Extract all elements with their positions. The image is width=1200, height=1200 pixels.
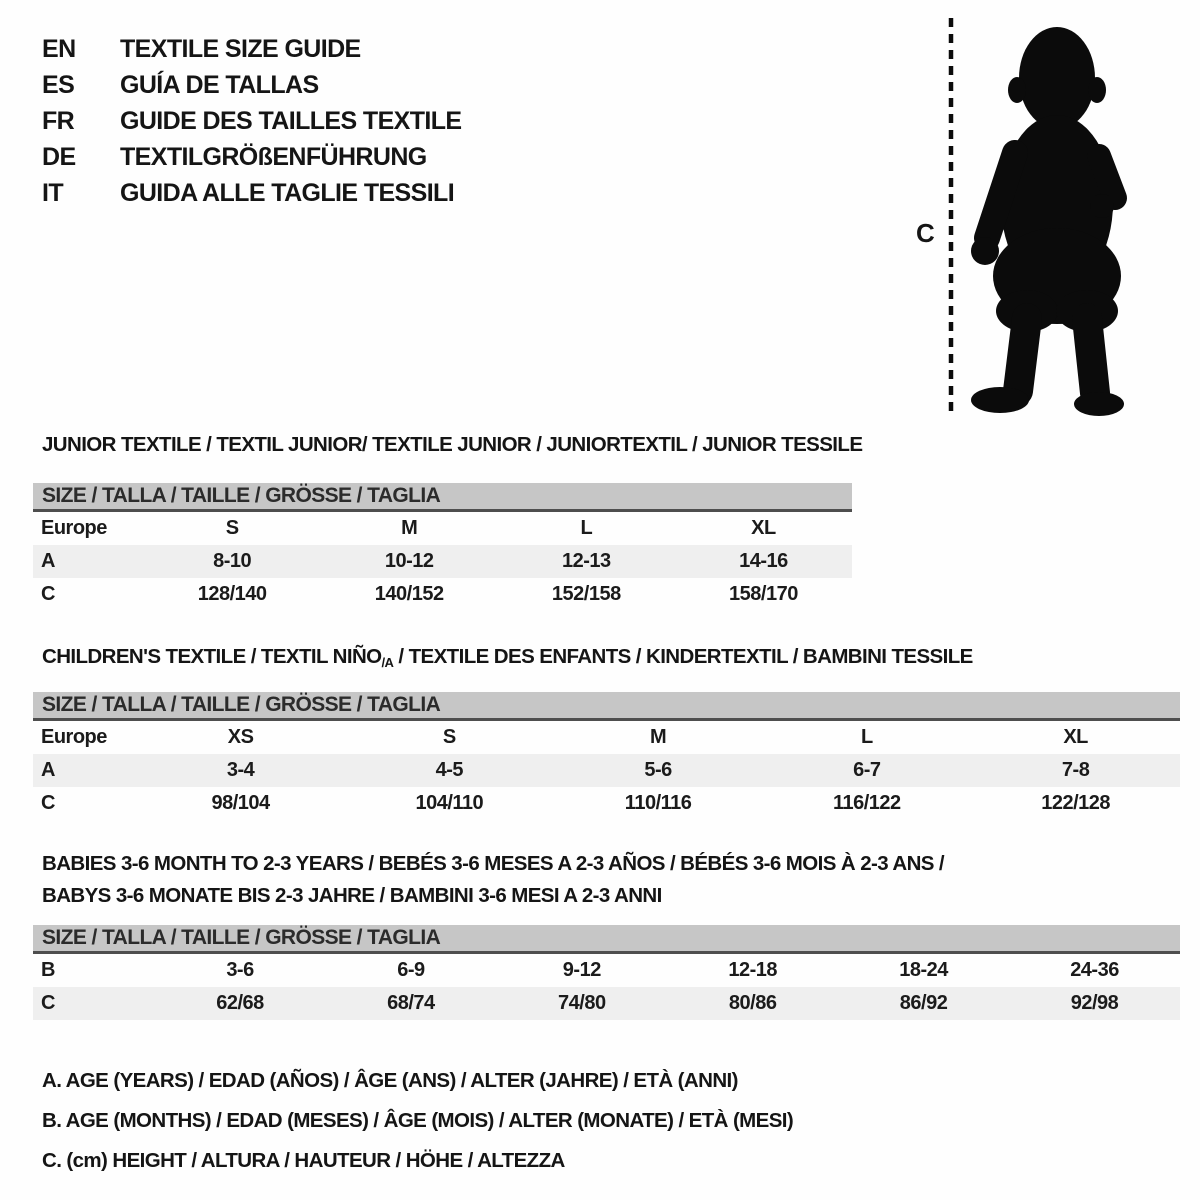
- value-cell: 80/86: [667, 987, 839, 1020]
- children-title-sub: /A: [381, 655, 394, 670]
- children-section-title: CHILDREN'S TEXTILE / TEXTIL NIÑO/A / TEX…: [42, 645, 973, 670]
- value-cell: 14-16: [674, 545, 852, 578]
- lang-title: TEXTILE SIZE GUIDE: [120, 34, 361, 63]
- lang-code: EN: [42, 34, 76, 63]
- lang-row-fr: FR GUIDE DES TAILLES TEXTILE: [42, 103, 462, 139]
- value-cell: 116/122: [832, 792, 901, 814]
- table-row-height: C 128/140 140/152 152/158 158/170: [33, 578, 852, 611]
- value-cell: 9-12: [562, 959, 602, 981]
- lang-title: GUIDA ALLE TAGLIE TESSILI: [120, 178, 455, 207]
- children-title-pre: CHILDREN'S TEXTILE / TEXTIL NIÑO: [42, 645, 382, 668]
- size-banner: SIZE / TALLA / TAILLE / GRÖSSE / TAGLIA: [33, 925, 1180, 954]
- table-row-age: A 3-4 4-5 5-6 6-7 7-8: [33, 754, 1180, 787]
- row-label: A: [33, 754, 137, 787]
- size-banner: SIZE / TALLA / TAILLE / GRÖSSE / TAGLIA: [33, 483, 852, 512]
- value-cell: 5-6: [553, 754, 763, 787]
- row-label: C: [41, 792, 55, 814]
- value-cell: 152/158: [551, 583, 621, 605]
- lang-code: IT: [42, 178, 64, 207]
- value-cell: 128/140: [197, 583, 267, 605]
- row-label: C: [33, 987, 155, 1020]
- junior-size-table: SIZE / TALLA / TAILLE / GRÖSSE / TAGLIA …: [33, 483, 852, 611]
- value-cell: 18-24: [899, 959, 948, 981]
- lang-code: DE: [42, 142, 76, 171]
- size-cell: L: [580, 517, 593, 539]
- value-cell: 74/80: [496, 987, 668, 1020]
- table-row-height: C 62/68 68/74 74/80 80/86 86/92 92/98: [33, 987, 1180, 1020]
- value-cell: 62/68: [154, 987, 326, 1020]
- table-row-age: A 8-10 10-12 12-13 14-16: [33, 545, 852, 578]
- height-measure-label: C: [916, 218, 935, 248]
- value-cell: 104/110: [415, 792, 484, 814]
- value-cell: 122/128: [1041, 792, 1110, 814]
- size-cell: XL: [1063, 726, 1088, 748]
- legend-line-c: C. (cm) HEIGHT / ALTURA / HAUTEUR / HÖHE…: [42, 1149, 565, 1172]
- value-cell: 3-4: [136, 754, 345, 787]
- size-cell: XS: [227, 726, 254, 748]
- row-label: C: [41, 583, 55, 605]
- language-title-block: EN TEXTILE SIZE GUIDE ES GUÍA DE TALLAS …: [42, 31, 462, 211]
- value-cell: 12-13: [497, 545, 675, 578]
- toddler-silhouette-icon: [948, 18, 1127, 416]
- babies-size-table: SIZE / TALLA / TAILLE / GRÖSSE / TAGLIA …: [33, 925, 1180, 1020]
- legend-line-b: B. AGE (MONTHS) / EDAD (MESES) / ÂGE (MO…: [42, 1109, 794, 1132]
- table-row-months: B 3-6 6-9 9-12 12-18 18-24 24-36: [33, 954, 1180, 987]
- value-cell: 7-8: [971, 754, 1180, 787]
- toddler-body: [971, 27, 1127, 416]
- lang-title: GUIDE DES TAILLES TEXTILE: [120, 106, 462, 135]
- children-size-table: SIZE / TALLA / TAILLE / GRÖSSE / TAGLIA …: [33, 692, 1180, 820]
- value-cell: 158/170: [729, 583, 798, 605]
- lang-row-it: IT GUIDA ALLE TAGLIE TESSILI: [42, 175, 462, 211]
- value-cell: 3-6: [226, 959, 254, 981]
- value-cell: 110/116: [624, 792, 692, 814]
- row-label: B: [41, 959, 55, 981]
- value-cell: 86/92: [838, 987, 1010, 1020]
- size-cell: L: [860, 726, 873, 748]
- lang-row-en: EN TEXTILE SIZE GUIDE: [42, 31, 462, 67]
- value-cell: 4-5: [344, 754, 554, 787]
- size-banner: SIZE / TALLA / TAILLE / GRÖSSE / TAGLIA: [33, 692, 1180, 721]
- lang-row-es: ES GUÍA DE TALLAS: [42, 67, 462, 103]
- legend-line-a: A. AGE (YEARS) / EDAD (AÑOS) / ÂGE (ANS)…: [42, 1069, 738, 1092]
- size-cell: M: [401, 517, 418, 539]
- value-cell: 12-18: [728, 959, 778, 981]
- region-header-cell: Europe: [41, 517, 107, 539]
- table-header-row: Europe S M L XL: [33, 512, 852, 545]
- lang-row-de: DE TEXTILGRÖßENFÜHRUNG: [42, 139, 462, 175]
- value-cell: 92/98: [1009, 987, 1180, 1020]
- legend: A. AGE (YEARS) / EDAD (AÑOS) / ÂGE (ANS)…: [42, 1061, 794, 1181]
- value-cell: 6-7: [762, 754, 972, 787]
- table-header-row: Europe XS S M L XL: [33, 721, 1180, 754]
- lang-code: FR: [42, 106, 75, 135]
- value-cell: 10-12: [320, 545, 498, 578]
- babies-section-title-line2: BABYS 3-6 MONATE BIS 2-3 JAHRE / BAMBINI…: [42, 884, 662, 907]
- junior-section-title: JUNIOR TEXTILE / TEXTIL JUNIOR/ TEXTILE …: [42, 433, 863, 456]
- lang-title: TEXTILGRÖßENFÜHRUNG: [120, 142, 427, 171]
- value-cell: 98/104: [211, 792, 271, 814]
- lang-code: ES: [42, 70, 75, 99]
- row-label: A: [33, 545, 144, 578]
- size-cell: XL: [751, 517, 776, 539]
- table-row-height: C 98/104 104/110 110/116 116/122 122/128: [33, 787, 1180, 820]
- size-cell: S: [225, 517, 239, 539]
- value-cell: 68/74: [325, 987, 497, 1020]
- value-cell: 140/152: [374, 583, 444, 605]
- value-cell: 8-10: [143, 545, 321, 578]
- size-cell: M: [650, 726, 667, 748]
- children-title-post: / TEXTILE DES ENFANTS / KINDERTEXTIL / B…: [393, 645, 973, 668]
- size-cell: S: [442, 726, 456, 748]
- value-cell: 24-36: [1070, 959, 1119, 981]
- value-cell: 6-9: [397, 959, 425, 981]
- lang-title: GUÍA DE TALLAS: [120, 70, 319, 99]
- region-header-cell: Europe: [41, 726, 107, 748]
- babies-section-title-line1: BABIES 3-6 MONTH TO 2-3 YEARS / BEBÉS 3-…: [42, 852, 945, 875]
